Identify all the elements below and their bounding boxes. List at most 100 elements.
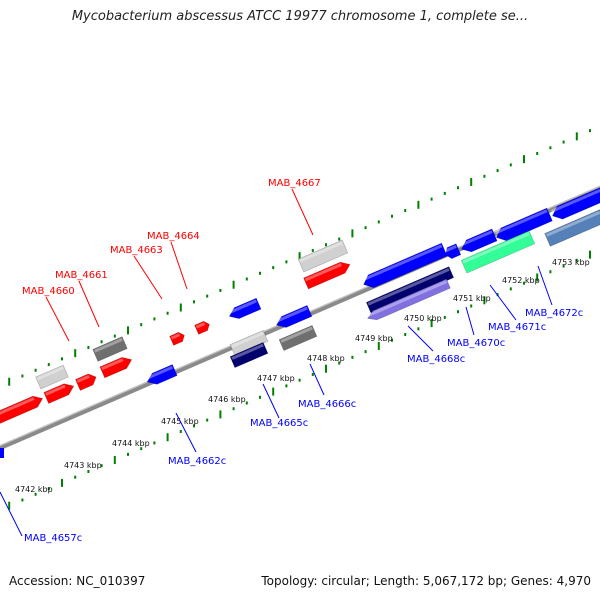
gene-label-reverse[interactable]: MAB_4672c: [525, 308, 583, 319]
leader-line: [537, 265, 553, 306]
gene-label-reverse[interactable]: MAB_4657c: [24, 533, 82, 544]
gene-feature[interactable]: [92, 336, 128, 362]
gene-arrow-shine: [462, 232, 530, 264]
gene-arrow-shine: [460, 230, 493, 247]
gene-arrow[interactable]: [459, 228, 498, 255]
gene-arrow[interactable]: [297, 239, 349, 273]
gene-feature[interactable]: [459, 228, 498, 255]
gene-arrow[interactable]: [0, 393, 45, 428]
gene-feature[interactable]: [274, 304, 313, 330]
scale-label: 4751 kbp: [453, 294, 491, 303]
gene-label-reverse[interactable]: MAB_4662c: [168, 456, 226, 467]
gene-feature[interactable]: [303, 259, 353, 290]
gene-arrow[interactable]: [366, 278, 451, 323]
gene-arrow[interactable]: [303, 259, 353, 290]
gene-arrow[interactable]: [35, 364, 69, 390]
gene-feature[interactable]: [550, 185, 600, 223]
gene-arrow-shine: [367, 267, 450, 306]
summary-text: Topology: circular; Length: 5,067,172 bp…: [261, 574, 591, 588]
gene-feature[interactable]: [227, 297, 262, 322]
gene-feature[interactable]: [0, 393, 45, 428]
gene-feature[interactable]: [229, 341, 269, 369]
leader-line: [291, 188, 314, 236]
gene-arrow-shine: [362, 244, 443, 282]
gene-arrow-shine: [170, 333, 181, 340]
gene-features[interactable]: [0, 185, 600, 458]
gene-feature[interactable]: [365, 266, 455, 314]
gene-feature[interactable]: [361, 242, 448, 291]
gene-label-forward[interactable]: MAB_4667: [268, 178, 321, 189]
leader-line: [45, 296, 70, 342]
scale-label: 4753 kbp: [552, 258, 590, 267]
gene-arrow-shine: [280, 326, 313, 343]
gene-arrow[interactable]: [169, 331, 187, 346]
gene-arrow-shine: [304, 263, 342, 282]
gene-label-reverse[interactable]: MAB_4665c: [250, 418, 308, 429]
gene-arrow[interactable]: [274, 304, 313, 330]
gene-label-forward[interactable]: MAB_4663: [110, 245, 163, 256]
gene-label-forward[interactable]: MAB_4661: [55, 270, 108, 281]
leader-line: [175, 412, 197, 453]
gene-arrow[interactable]: [99, 354, 134, 379]
gene-arrow[interactable]: [544, 209, 600, 247]
gene-feature[interactable]: [169, 331, 187, 346]
gene-arrow-shine: [494, 209, 548, 235]
gene-arrow-shine: [231, 331, 264, 348]
gene-feature[interactable]: [544, 209, 600, 247]
leader-line: [309, 363, 325, 396]
gene-feature[interactable]: [43, 381, 76, 404]
gene-label-forward[interactable]: MAB_4664: [147, 231, 200, 242]
scale-label: 4744 kbp: [112, 439, 150, 448]
gene-label-reverse[interactable]: MAB_4670c: [447, 338, 505, 349]
gene-arrow[interactable]: [365, 266, 455, 314]
gene-feature[interactable]: [366, 278, 451, 323]
gene-feature[interactable]: [99, 354, 134, 379]
gene-feature[interactable]: [229, 329, 269, 357]
gene-arrow[interactable]: [443, 243, 462, 261]
gene-feature[interactable]: [297, 239, 349, 273]
scale-label: 4748 kbp: [307, 354, 345, 363]
gene-arrow[interactable]: [550, 185, 600, 223]
gene-arrow-shine: [228, 299, 257, 315]
gene-label-reverse[interactable]: MAB_4671c: [488, 322, 546, 333]
gene-arrow[interactable]: [460, 230, 536, 274]
gene-arrow-shine: [299, 241, 343, 263]
gene-feature[interactable]: [194, 320, 212, 335]
gene-arrow[interactable]: [227, 297, 262, 322]
gene-feature[interactable]: [75, 372, 98, 391]
gene-labels[interactable]: MAB_4660 MAB_4661 MAB_4663 MAB_4664 MAB_4667…: [22, 178, 583, 544]
scale-label: 4746 kbp: [208, 395, 246, 404]
gene-arrow[interactable]: [229, 341, 269, 369]
leader-line: [133, 255, 163, 300]
gene-arrow-shine: [231, 343, 264, 360]
map-title: Mycobacterium abscessus ATCC 19977 chrom…: [71, 9, 529, 24]
gene-arrow-shine: [444, 245, 457, 253]
gene-arrow-shine: [366, 280, 448, 318]
label-leaders: [0, 188, 553, 537]
gene-label-reverse[interactable]: MAB_4668c: [407, 354, 465, 365]
leader-line: [170, 241, 188, 290]
gene-feature[interactable]: [278, 324, 318, 352]
gene-arrow-shine: [195, 322, 206, 329]
gene-arrow[interactable]: [361, 242, 448, 291]
gene-feature[interactable]: [460, 230, 536, 274]
gene-arrow-shine: [76, 374, 90, 383]
gene-arrow[interactable]: [43, 381, 76, 404]
gene-label-reverse[interactable]: MAB_4666c: [298, 399, 356, 410]
gene-feature[interactable]: [443, 243, 462, 261]
gene-feature-edge[interactable]: [0, 448, 4, 458]
gene-arrow[interactable]: [494, 207, 553, 244]
gene-arrow[interactable]: [229, 329, 269, 357]
gene-label-forward[interactable]: MAB_4660: [22, 286, 75, 297]
gene-arrow[interactable]: [194, 320, 212, 335]
gene-feature[interactable]: [145, 364, 178, 388]
gene-feature[interactable]: [35, 364, 69, 390]
gene-arrow[interactable]: [92, 336, 128, 362]
gene-arrow-shine: [275, 306, 308, 323]
gene-arrow[interactable]: [278, 324, 318, 352]
gene-feature[interactable]: [494, 207, 553, 244]
gene-arrow[interactable]: [145, 364, 178, 388]
gene-arrow[interactable]: [75, 372, 98, 391]
